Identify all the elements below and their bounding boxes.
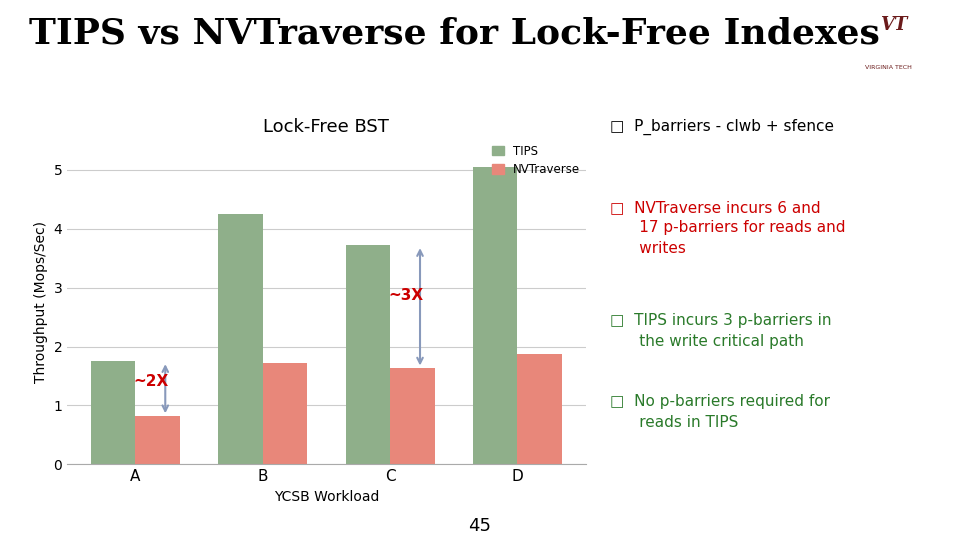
Bar bbox=[263, 363, 307, 464]
Text: VT: VT bbox=[879, 16, 907, 34]
Bar bbox=[390, 368, 435, 464]
Text: □  No p-barriers required for
      reads in TIPS: □ No p-barriers required for reads in TI… bbox=[610, 394, 829, 430]
Legend: TIPS, NVTraverse: TIPS, NVTraverse bbox=[487, 140, 585, 181]
Text: □  NVTraverse incurs 6 and
      17 p-barriers for reads and
      writes: □ NVTraverse incurs 6 and 17 p-barriers … bbox=[610, 200, 845, 255]
Text: ~3X: ~3X bbox=[388, 288, 423, 303]
Bar bbox=[135, 416, 180, 464]
Bar bbox=[218, 214, 263, 464]
Title: Lock-Free BST: Lock-Free BST bbox=[263, 118, 390, 136]
X-axis label: YCSB Workload: YCSB Workload bbox=[274, 490, 379, 504]
Y-axis label: Throughput (Mops/Sec): Throughput (Mops/Sec) bbox=[34, 221, 48, 383]
Text: □  TIPS incurs 3 p-barriers in
      the write critical path: □ TIPS incurs 3 p-barriers in the write … bbox=[610, 313, 831, 349]
Bar bbox=[473, 167, 517, 464]
Text: VIRGINIA TECH: VIRGINIA TECH bbox=[865, 65, 912, 70]
Bar bbox=[91, 361, 135, 464]
Text: □  P_barriers - clwb + sfence: □ P_barriers - clwb + sfence bbox=[610, 119, 833, 135]
Bar bbox=[346, 245, 390, 464]
Bar bbox=[517, 354, 562, 464]
Text: ~2X: ~2X bbox=[133, 374, 169, 389]
Text: TIPS vs NVTraverse for Lock-Free Indexes: TIPS vs NVTraverse for Lock-Free Indexes bbox=[29, 16, 879, 50]
Text: 45: 45 bbox=[468, 517, 492, 535]
